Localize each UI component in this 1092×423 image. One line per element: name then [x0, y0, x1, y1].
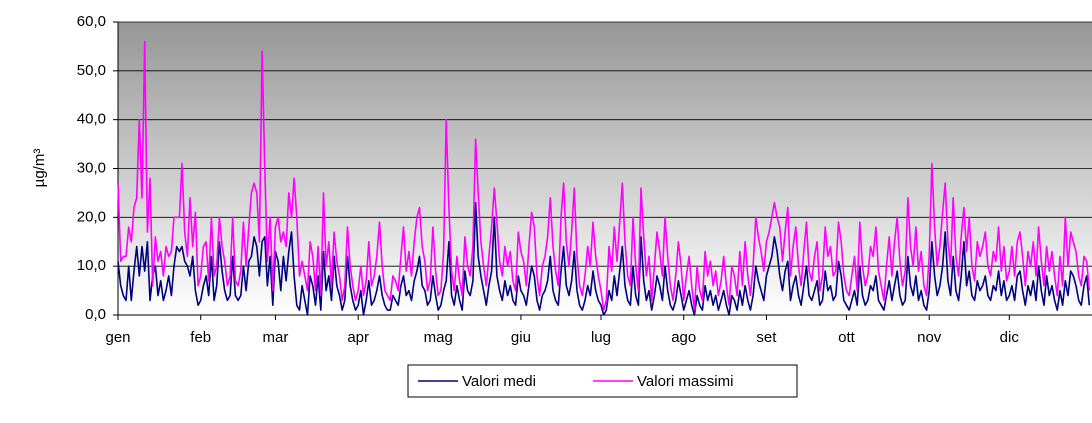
x-tick-label: ott	[838, 329, 856, 346]
x-tick-label: dic	[1000, 329, 1020, 346]
x-tick-label: apr	[347, 329, 369, 346]
legend-label: Valori massimi	[637, 373, 733, 390]
y-tick-label: 10,0	[77, 257, 106, 274]
x-tick-label: giu	[511, 329, 531, 346]
x-tick-label: gen	[105, 329, 130, 346]
x-tick-label: ago	[671, 329, 696, 346]
series-line	[117, 201, 1091, 316]
y-tick-label: 20,0	[77, 208, 106, 225]
x-tick-label: mar	[263, 329, 289, 346]
x-tick-label: mag	[424, 329, 453, 346]
y-tick-label: 50,0	[77, 62, 106, 79]
x-tick-label: set	[756, 329, 777, 346]
legend-label: Valori medi	[462, 373, 536, 390]
x-tick-label: nov	[917, 329, 942, 346]
y-tick-label: 30,0	[77, 159, 106, 176]
y-tick-label: 60,0	[77, 13, 106, 30]
x-tick-label: feb	[190, 329, 211, 346]
x-tick-label: lug	[591, 329, 611, 346]
y-tick-label: 0,0	[85, 306, 106, 323]
y-tick-label: 40,0	[77, 111, 106, 128]
y-axis-label: µg/m³	[31, 149, 48, 188]
series-line	[117, 40, 1091, 311]
